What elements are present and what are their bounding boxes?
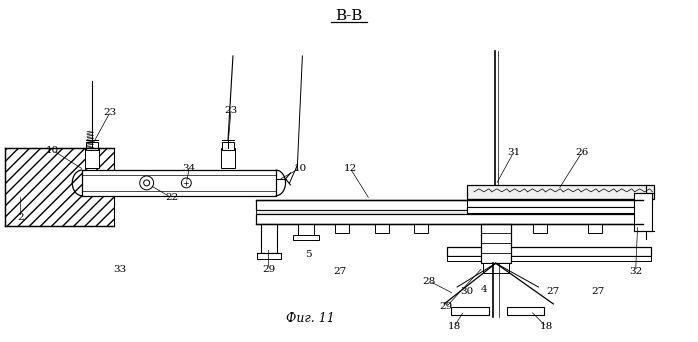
Bar [85, 148, 99, 168]
Bar [255, 210, 643, 214]
Bar [335, 224, 349, 234]
Bar [451, 307, 489, 315]
Text: 2: 2 [17, 213, 24, 222]
Text: 12: 12 [343, 163, 357, 172]
Bar [467, 207, 644, 213]
Bar [447, 256, 651, 261]
Bar [299, 224, 314, 236]
Bar [257, 253, 281, 259]
Circle shape [144, 180, 149, 186]
Bar [634, 193, 651, 231]
Text: 23: 23 [103, 108, 117, 117]
Bar [467, 185, 653, 199]
Bar [467, 199, 644, 207]
Bar [293, 236, 319, 240]
Bar [5, 148, 114, 226]
Text: 23: 23 [224, 106, 237, 115]
Text: 27: 27 [547, 287, 560, 295]
Bar [221, 148, 235, 168]
Text: 32: 32 [629, 267, 642, 276]
Text: 26: 26 [575, 148, 588, 157]
Bar [375, 224, 389, 234]
Bar [222, 142, 234, 150]
Bar [415, 224, 429, 234]
Text: 28: 28 [423, 277, 436, 286]
Bar [82, 170, 276, 196]
Text: Фиг. 11: Фиг. 11 [286, 312, 335, 325]
Bar [507, 307, 544, 315]
Text: 27: 27 [334, 267, 347, 276]
Text: 30: 30 [461, 287, 474, 295]
Text: В-В: В-В [335, 9, 363, 23]
Bar [261, 224, 276, 253]
Text: 5: 5 [305, 250, 311, 259]
Bar [483, 263, 509, 273]
Bar [447, 247, 651, 256]
Text: 34: 34 [183, 163, 196, 172]
Bar [86, 142, 98, 150]
Text: 27: 27 [591, 287, 604, 295]
Circle shape [140, 176, 154, 190]
Text: 10: 10 [294, 163, 307, 172]
Circle shape [181, 178, 191, 188]
Bar [481, 224, 511, 263]
Bar [255, 214, 643, 224]
Bar [588, 224, 602, 234]
Text: 33: 33 [113, 265, 126, 274]
Text: 18: 18 [540, 322, 553, 331]
Bar [255, 200, 643, 210]
Text: 22: 22 [165, 193, 178, 202]
Text: 31: 31 [507, 148, 520, 157]
Text: 18: 18 [447, 322, 461, 331]
Bar [533, 224, 547, 234]
Text: 4: 4 [481, 285, 487, 293]
Text: 10: 10 [46, 146, 59, 155]
Text: 29: 29 [262, 265, 275, 274]
Text: 29: 29 [440, 302, 453, 311]
